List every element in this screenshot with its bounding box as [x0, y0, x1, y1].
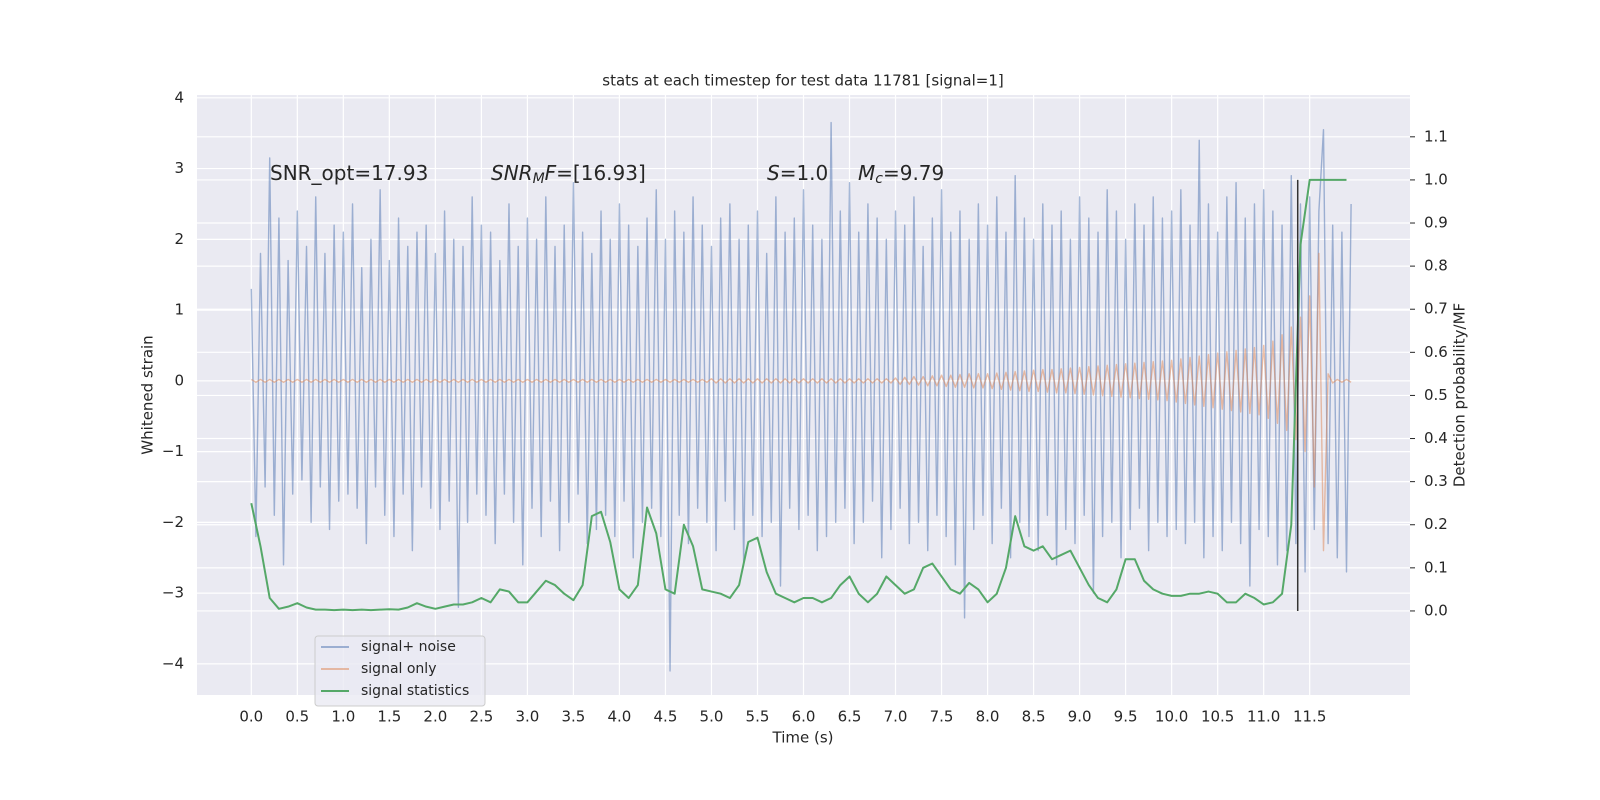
chart-title: stats at each timestep for test data 117… [602, 72, 1003, 90]
annotation-text: SNR [491, 161, 533, 185]
x-tick-label: 3.5 [561, 708, 585, 726]
x-tick-label: 0.5 [285, 708, 309, 726]
legend-box [314, 635, 486, 707]
x-tick-label: 7.0 [884, 708, 908, 726]
annotation-text: =9.79 [883, 161, 944, 185]
x-tick-label: 1.0 [331, 708, 355, 726]
x-tick-label: 2.5 [469, 708, 493, 726]
x-tick-label: 9.0 [1068, 708, 1092, 726]
series-line [250, 178, 1347, 612]
y2-tick-label: 0.5 [1424, 386, 1448, 404]
series-line [250, 252, 1352, 552]
y2-tick-label: 0.8 [1424, 257, 1448, 275]
x-tick-label: 11.5 [1293, 708, 1326, 726]
x-tick-label: 3.0 [515, 708, 539, 726]
x-tick-label: 10.0 [1155, 708, 1188, 726]
annotation-subscript: M [533, 171, 545, 187]
legend: signal+ noise signal only signal statistic… [314, 635, 486, 707]
annotation-text: M [858, 161, 875, 185]
series-line [250, 121, 1352, 672]
y2-tick-label: 1.0 [1424, 170, 1448, 188]
annotation-subscript: c [875, 171, 883, 187]
y-tick-label: 1 [174, 301, 184, 319]
y2-tick-label: 0.7 [1424, 300, 1448, 318]
marks [250, 121, 1352, 672]
legend-label: signal statistics [361, 683, 469, 699]
annotation-text: S [767, 161, 780, 185]
annotation: Mc=9.79 [858, 161, 944, 188]
annotation: S=1.0 [767, 161, 828, 185]
x-tick-label: 0.0 [239, 708, 263, 726]
legend-label: signal+ noise [361, 639, 456, 655]
y2-axis-label: Detection probability/MF [1451, 303, 1469, 487]
y-axis-label: Whitened strain [139, 335, 157, 454]
annotation-text: F [545, 161, 557, 185]
y2-tick-label: 0.9 [1424, 214, 1448, 232]
y-tick-label: −4 [162, 654, 184, 672]
y-tick-label: −2 [162, 513, 184, 531]
x-tick-label: 6.5 [838, 708, 862, 726]
x-axis-label: Time (s) [772, 729, 834, 747]
y2-tick-label: 0.4 [1424, 429, 1448, 447]
y2-tick-label: 0.0 [1424, 601, 1448, 619]
x-tick-label: 8.5 [1022, 708, 1046, 726]
grid [197, 95, 1410, 695]
x-tick-label: 5.0 [700, 708, 724, 726]
y2-tick-label: 1.1 [1424, 127, 1448, 145]
annotation: SNRMF=[16.93] [491, 161, 646, 188]
x-tick-label: 4.0 [608, 708, 632, 726]
y2-tick-label: 0.1 [1424, 558, 1448, 576]
x-tick-label: 7.5 [930, 708, 954, 726]
annotation-text: SNR_opt=17.93 [270, 161, 428, 185]
x-tick-label: 9.5 [1114, 708, 1138, 726]
annotation: SNR_opt=17.93 [270, 161, 428, 185]
y-tick-label: −3 [162, 584, 184, 602]
y2-tick-label: 0.2 [1424, 515, 1448, 533]
x-tick-label: 11.0 [1247, 708, 1280, 726]
y-tick-label: 3 [174, 159, 184, 177]
x-tick-label: 1.5 [377, 708, 401, 726]
annotation-text: =1.0 [780, 161, 829, 185]
y2-tick-label: 0.6 [1424, 343, 1448, 361]
y2-tick-label: 0.3 [1424, 472, 1448, 490]
x-tick-label: 10.5 [1201, 708, 1234, 726]
legend-label: signal only [361, 661, 436, 677]
y-tick-label: 0 [174, 371, 184, 389]
x-tick-label: 4.5 [654, 708, 678, 726]
annotation-text: =[16.93] [556, 161, 646, 185]
y-tick-label: 4 [174, 88, 184, 106]
y-tick-label: 2 [174, 230, 184, 248]
x-tick-label: 2.0 [423, 708, 447, 726]
x-tick-label: 8.0 [976, 708, 1000, 726]
x-tick-label: 6.0 [792, 708, 816, 726]
y-tick-label: −1 [162, 442, 184, 460]
x-tick-label: 5.5 [746, 708, 770, 726]
